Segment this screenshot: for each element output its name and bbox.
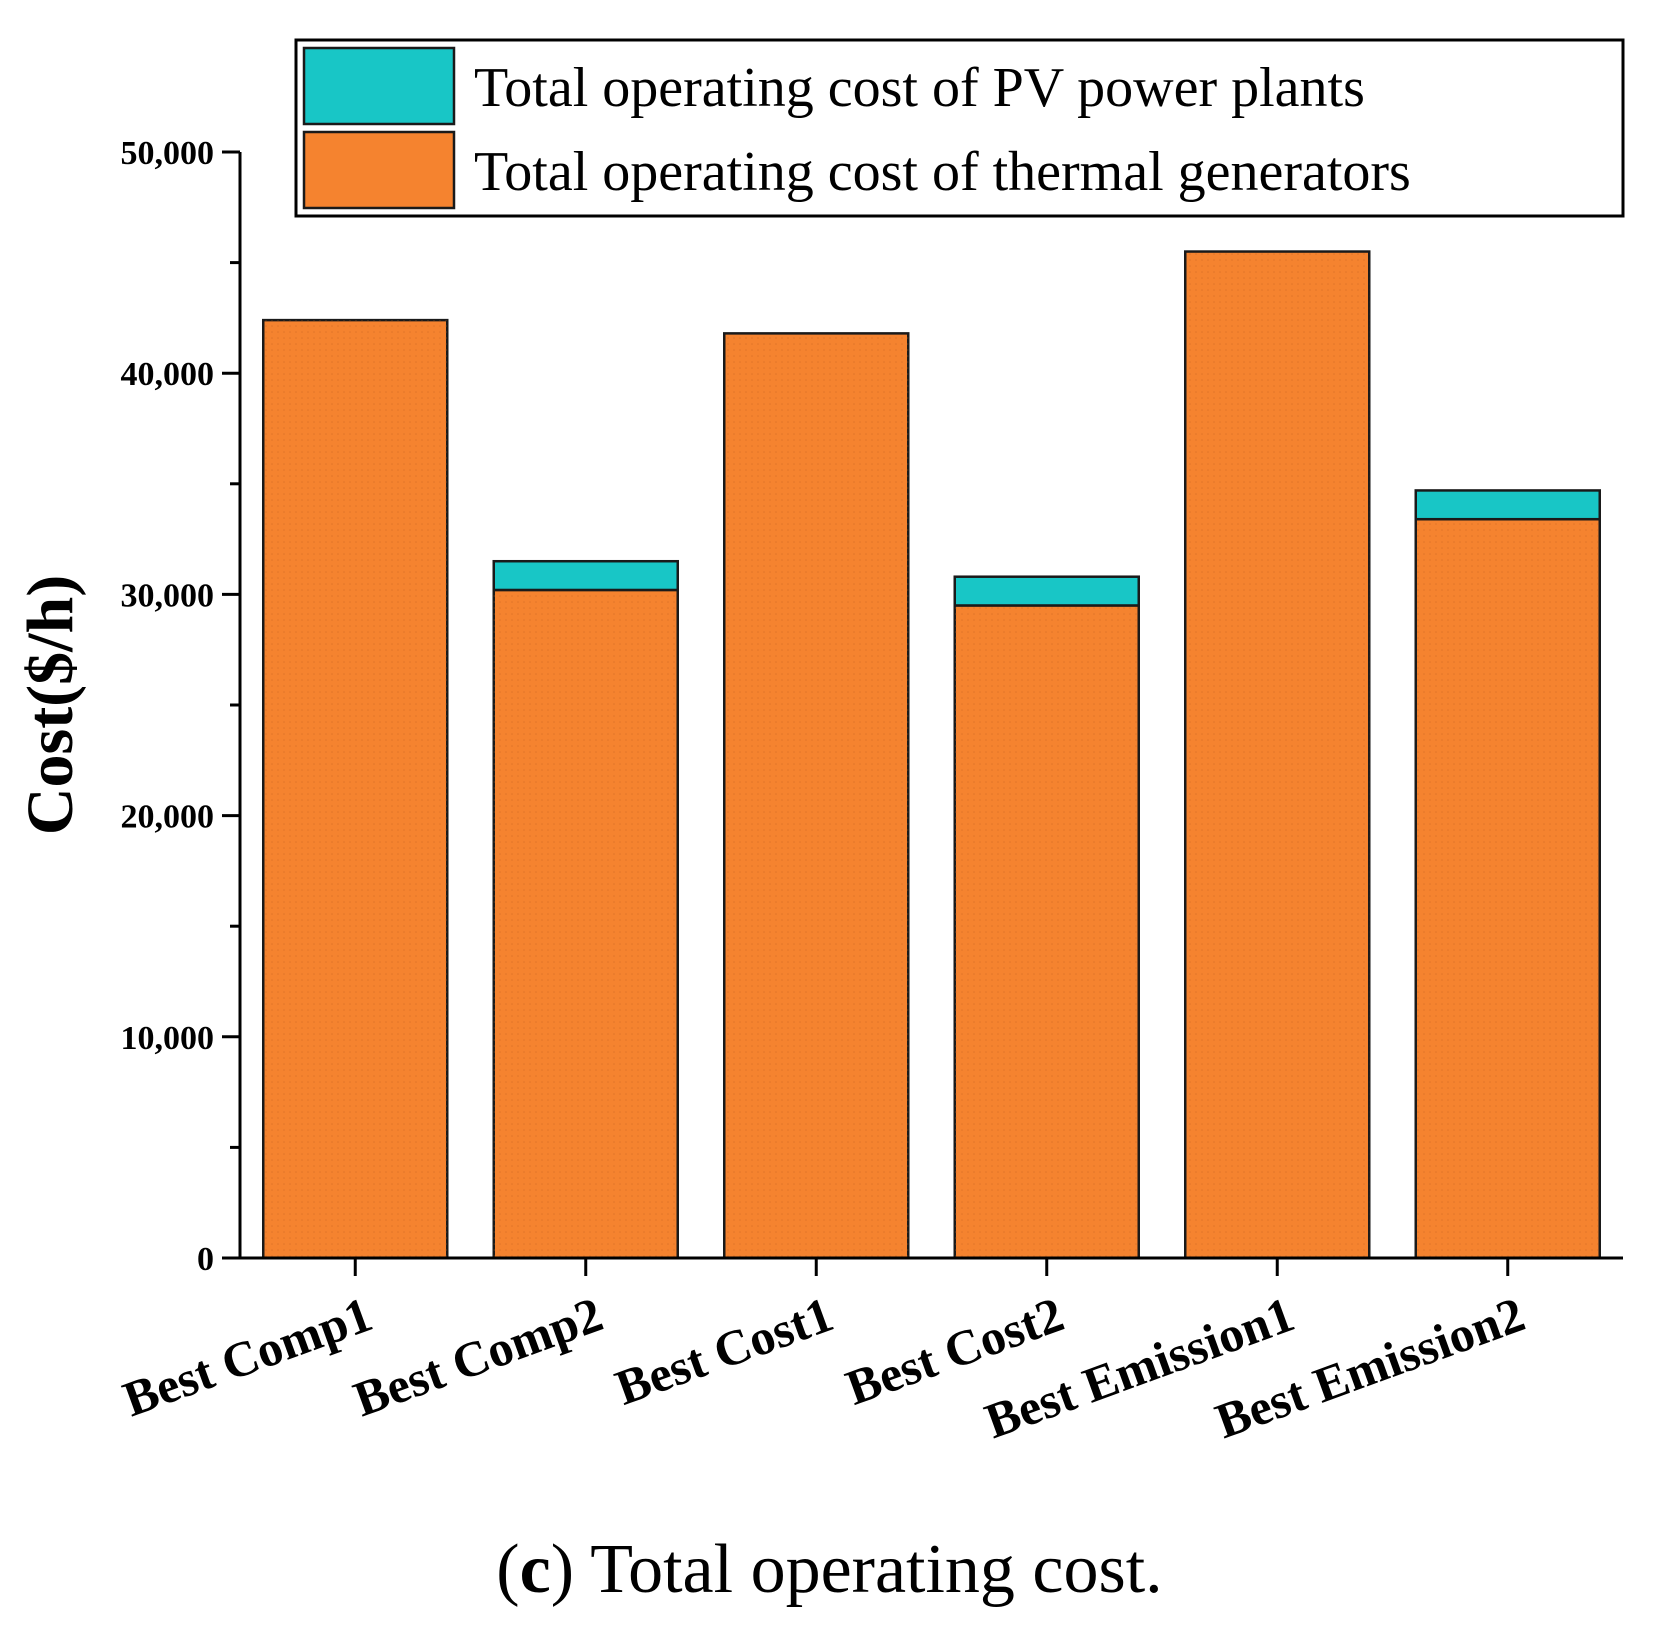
bar-thermal-1 (262, 318, 449, 1260)
caption-close: ) (550, 1531, 574, 1608)
bar-thermal-2 (492, 588, 679, 1260)
caption-text: Total operating cost. (574, 1531, 1163, 1608)
caption-open: ( (496, 1531, 520, 1608)
y-axis-label: Cost($/h) (14, 575, 87, 835)
y-tick-label: 0 (197, 1241, 214, 1278)
bar-pv-4 (953, 575, 1140, 607)
bar-thermal-5 (1184, 250, 1371, 1260)
legend-swatch (302, 130, 456, 210)
bar-pv-2 (492, 559, 679, 592)
figure-caption: (c) Total operating cost. (0, 1530, 1659, 1610)
y-tick-label: 40,000 (121, 356, 215, 393)
y-tick-label: 10,000 (121, 1020, 215, 1057)
y-tick-label: 50,000 (121, 135, 215, 172)
bar-thermal-4 (953, 604, 1140, 1260)
legend-box (294, 38, 1625, 218)
y-tick-label: 30,000 (121, 577, 215, 614)
bar-pv-6 (1414, 489, 1601, 521)
x-tick-label: Best Comp2 (346, 1286, 609, 1427)
legend-label: Total operating cost of thermal generato… (474, 141, 1411, 203)
bar-thermal-3 (723, 332, 910, 1260)
caption-letter: c (519, 1531, 551, 1608)
y-tick-label: 20,000 (121, 799, 215, 836)
x-tick-label: Best Comp1 (116, 1286, 379, 1427)
legend-swatch (302, 46, 456, 126)
x-tick-label: Best Cost1 (608, 1286, 840, 1416)
legend: Total operating cost of PV power plants T… (294, 38, 1625, 218)
bar-thermal-6 (1414, 517, 1601, 1260)
legend-label: Total operating cost of PV power plants (474, 57, 1365, 119)
